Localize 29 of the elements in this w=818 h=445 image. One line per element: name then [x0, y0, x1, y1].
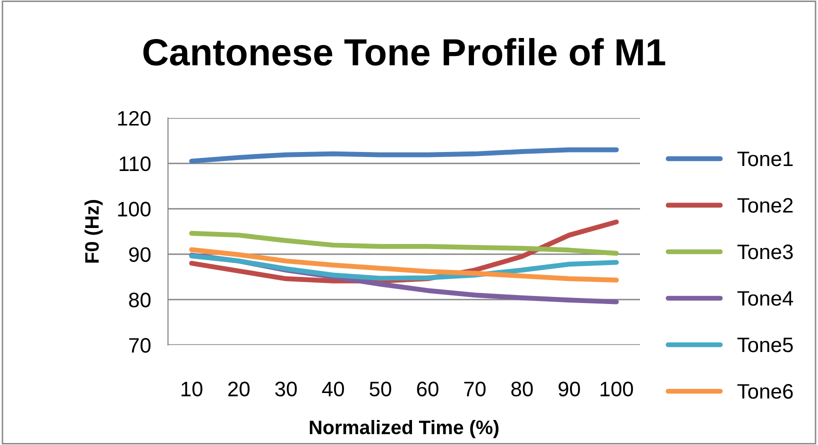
x-tick-label: 20	[228, 382, 250, 396]
line-series	[189, 247, 619, 283]
x-tick-label: 50	[370, 382, 392, 396]
y-tick-label: 90	[129, 247, 151, 262]
y-tick-label: 100	[118, 202, 151, 217]
x-tick-label: 100	[600, 382, 633, 396]
line-series	[189, 147, 619, 164]
x-axis-title: Normalized Time (%)	[310, 420, 498, 438]
line-series	[189, 230, 619, 256]
y-tick-label: 120	[118, 111, 151, 126]
line-series	[189, 254, 619, 281]
x-tick-label: 60	[417, 382, 438, 396]
legend-label: Tone5	[737, 338, 793, 352]
legend-label: Tone1	[737, 152, 793, 166]
x-tick-label: 90	[558, 382, 580, 396]
chart-title: Cantonese Tone Profile of M1	[143, 38, 666, 66]
y-tick-label: 70	[129, 338, 151, 353]
legend-label: Tone2	[737, 198, 793, 213]
legend-label: Tone6	[737, 384, 793, 399]
y-tick-label: 110	[120, 156, 151, 172]
x-tick-label: 30	[275, 382, 297, 396]
x-tick-label: 70	[464, 382, 486, 396]
y-tick-label: 80	[129, 292, 151, 308]
legend-label: Tone4	[737, 291, 794, 306]
y-axis-title: F0 (Hz)	[84, 200, 103, 263]
legend-label: Tone3	[737, 244, 793, 260]
x-tick-label: 10	[182, 382, 202, 396]
x-tick-label: 80	[511, 382, 533, 396]
x-tick-label: 40	[322, 382, 344, 396]
